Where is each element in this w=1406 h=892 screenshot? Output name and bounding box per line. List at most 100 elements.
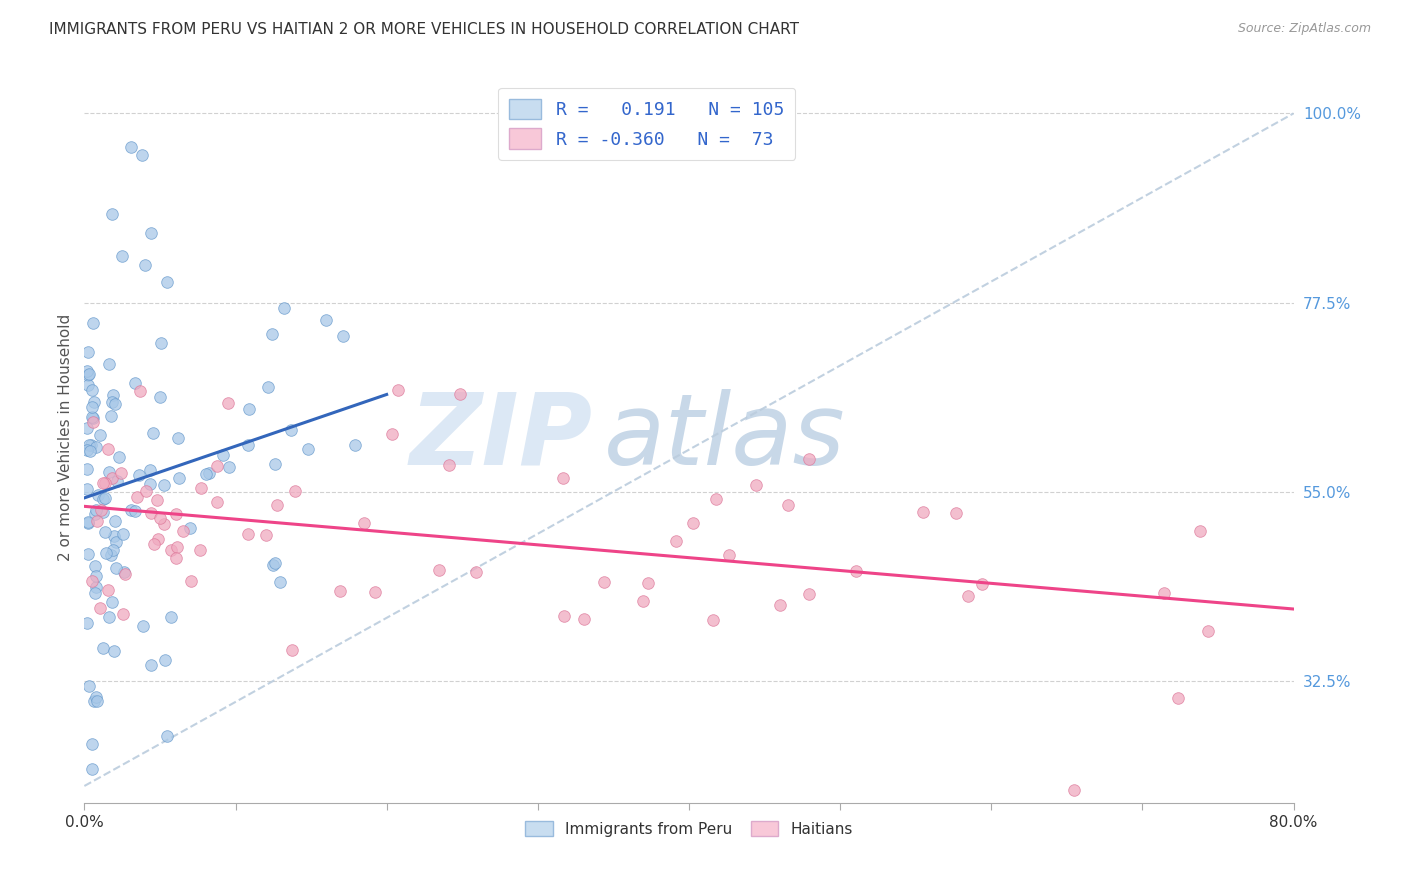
Point (80, 401, 103, 415)
Point (637, 575, 659, 590)
Point (104, 561, 127, 575)
Point (156, 729, 179, 743)
Point (315, 313, 337, 327)
Point (77, 368, 100, 383)
Point (83, 694, 105, 708)
Text: ZIP: ZIP (409, 389, 592, 485)
Point (103, 529, 125, 543)
Point (89, 600, 111, 615)
Point (111, 249, 134, 263)
Point (96, 546, 118, 560)
Point (180, 574, 202, 588)
Point (145, 493, 167, 508)
Point (84, 559, 107, 574)
Point (280, 643, 302, 657)
Point (149, 511, 172, 525)
Point (86, 514, 108, 528)
Point (217, 395, 239, 409)
Point (111, 607, 134, 621)
Y-axis label: 2 or more Vehicles in Household: 2 or more Vehicles in Household (58, 313, 73, 561)
Point (132, 619, 155, 633)
Point (94, 476, 117, 491)
Point (82, 415, 104, 429)
Point (76, 515, 98, 529)
Point (179, 521, 201, 535)
Point (120, 140, 142, 154)
Point (260, 327, 283, 342)
Point (100, 207, 122, 221)
Point (236, 437, 259, 451)
Point (283, 484, 305, 499)
Point (972, 577, 994, 591)
Point (77, 516, 100, 531)
Point (776, 498, 799, 512)
Point (90, 503, 112, 517)
Point (797, 452, 820, 467)
Point (387, 383, 409, 397)
Point (165, 551, 187, 566)
Point (553, 609, 575, 624)
Point (156, 275, 179, 289)
Point (437, 458, 460, 472)
Point (768, 598, 790, 612)
Point (84, 440, 107, 454)
Point (134, 483, 156, 498)
Point (139, 226, 162, 240)
Point (205, 458, 228, 473)
Point (86, 569, 108, 583)
Point (80, 762, 103, 776)
Point (553, 471, 575, 485)
Point (84, 585, 107, 599)
Point (104, 514, 127, 528)
Point (101, 595, 124, 609)
Point (195, 467, 218, 481)
Point (97, 582, 120, 597)
Point (165, 508, 187, 522)
Point (94, 524, 117, 539)
Point (149, 390, 172, 404)
Point (89, 427, 111, 442)
Point (845, 564, 868, 578)
Point (449, 387, 471, 401)
Point (91, 476, 114, 491)
Point (98, 609, 121, 624)
Point (198, 466, 221, 480)
Point (77, 679, 100, 693)
Point (127, 490, 149, 504)
Point (149, 335, 172, 350)
Point (91, 505, 114, 519)
Text: atlas: atlas (605, 389, 846, 485)
Point (111, 527, 134, 541)
Point (717, 548, 740, 562)
Point (84, 690, 107, 704)
Point (364, 585, 387, 599)
Point (1189, 524, 1212, 539)
Point (105, 474, 128, 488)
Point (153, 478, 176, 492)
Point (79, 438, 101, 452)
Point (100, 548, 122, 562)
Point (381, 427, 404, 442)
Point (93, 492, 115, 507)
Point (188, 542, 211, 557)
Point (139, 507, 162, 521)
Point (98, 358, 121, 372)
Point (343, 437, 366, 451)
Point (153, 517, 176, 532)
Point (77, 367, 100, 381)
Point (76, 483, 98, 497)
Point (1197, 624, 1219, 638)
Text: IMMIGRANTS FROM PERU VS HAITIAN 2 OR MORE VEHICLES IN HOUSEHOLD CORRELATION CHAR: IMMIGRANTS FROM PERU VS HAITIAN 2 OR MOR… (49, 22, 799, 37)
Point (665, 533, 688, 548)
Point (105, 535, 128, 549)
Point (80, 384, 103, 398)
Point (238, 402, 260, 417)
Point (82, 316, 104, 330)
Point (142, 425, 165, 440)
Point (262, 558, 284, 573)
Point (166, 540, 188, 554)
Point (134, 258, 156, 272)
Point (120, 502, 142, 516)
Point (205, 494, 228, 508)
Point (82, 409, 104, 424)
